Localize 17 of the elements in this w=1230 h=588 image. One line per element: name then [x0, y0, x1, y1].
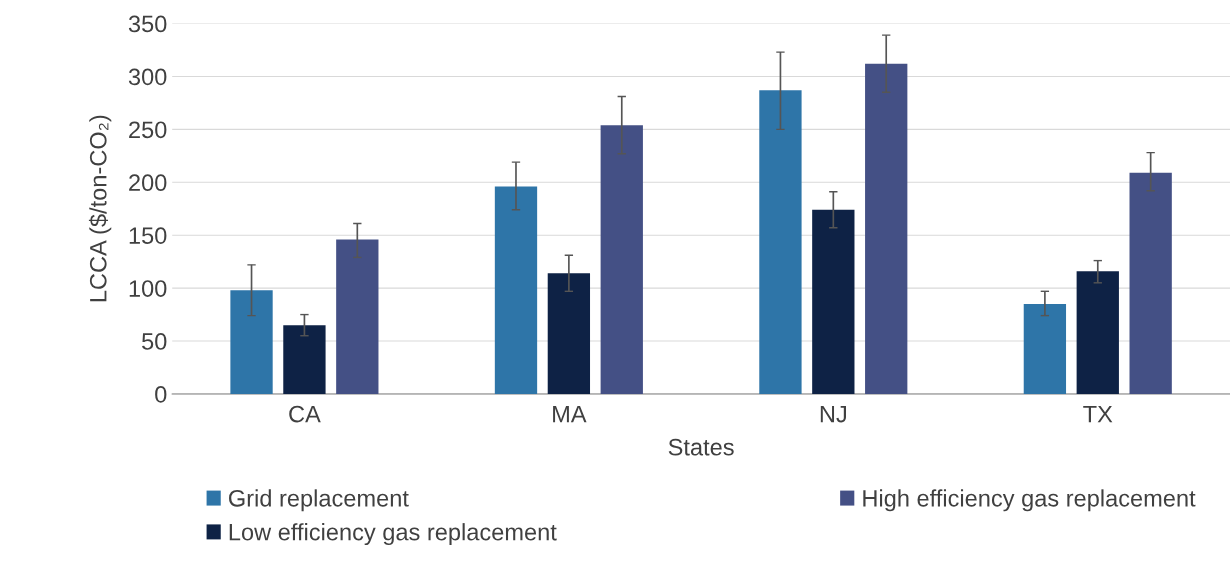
y-tick-label: 100: [129, 280, 167, 297]
y-tick-label: 200: [129, 174, 167, 192]
y-tick-label: 50: [142, 333, 167, 350]
y-tick-label: 300: [128, 68, 167, 86]
legend-label: High efficiency gas replacement: [863, 489, 1196, 512]
y-tick-label: 150: [129, 227, 167, 244]
y-tick-label: 0: [155, 386, 167, 403]
y-tick-label: 350: [128, 15, 167, 33]
x-tick-label: NJ: [820, 405, 846, 423]
x-tick-label: TX: [1083, 405, 1113, 423]
legend-label: Grid replacement: [229, 489, 409, 512]
x-axis-title: States: [668, 438, 734, 456]
x-tick-label: CA: [289, 405, 321, 423]
y-axis-title: LCCA ($/ton-CO₂): [88, 115, 112, 302]
y-tick-label: 250: [129, 121, 167, 139]
legend-label: Low efficiency gas replacement: [229, 523, 557, 546]
x-tick-label: MA: [553, 405, 587, 423]
